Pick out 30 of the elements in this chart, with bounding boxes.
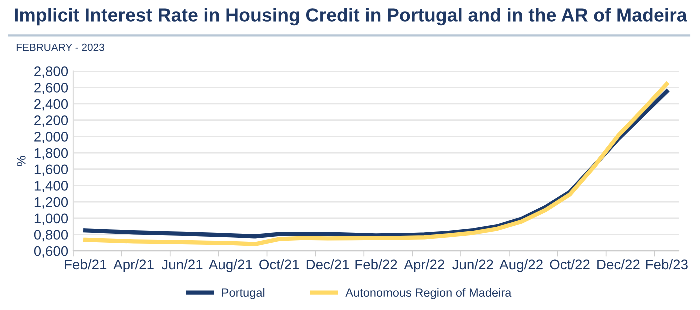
x-tick-label: Oct/22 bbox=[550, 259, 590, 270]
legend-label: Autonomous Region of Madeira bbox=[346, 288, 512, 300]
y-tick-label: 2,000 bbox=[34, 132, 68, 144]
legend-label: Portugal bbox=[222, 288, 265, 300]
x-tick-label: Aug/21 bbox=[208, 259, 252, 272]
y-tick-label: 2,400 bbox=[34, 99, 68, 111]
x-tick-label: Jun/21 bbox=[162, 259, 203, 270]
y-tick-label: 2,200 bbox=[34, 116, 68, 128]
x-tick-label: Dec/22 bbox=[598, 259, 640, 270]
y-tick-label: 1,200 bbox=[34, 197, 68, 209]
x-tick-label: Oct/21 bbox=[260, 259, 300, 270]
y-tick-label: 1,600 bbox=[34, 164, 68, 176]
x-tick-label: Apr/21 bbox=[114, 259, 154, 272]
y-axis-title: % bbox=[17, 156, 26, 166]
y-tick-label: 2,800 bbox=[34, 66, 68, 78]
y-tick-label: 1,800 bbox=[34, 148, 68, 160]
x-tick-label: Aug/22 bbox=[500, 259, 543, 272]
chart-title: Implicit Interest Rate in Housing Credit in Portugal and in the AR of Madeira bbox=[15, 8, 688, 26]
y-tick-label: 0,600 bbox=[34, 246, 68, 258]
chart-subtitle: FEBRUARY - 2023 bbox=[16, 44, 104, 52]
y-tick-label: 2,600 bbox=[34, 82, 68, 94]
y-tick-label: 1,400 bbox=[34, 181, 68, 193]
x-tick-label: Apr/22 bbox=[404, 259, 444, 272]
x-tick-label: Feb/21 bbox=[65, 259, 107, 270]
x-tick-label: Feb/23 bbox=[646, 259, 688, 270]
x-tick-label: Jun/22 bbox=[452, 259, 494, 270]
x-tick-label: Dec/21 bbox=[306, 259, 350, 270]
y-tick-label: 0,800 bbox=[34, 230, 68, 242]
x-tick-label: Feb/22 bbox=[356, 259, 398, 270]
y-tick-label: 1,000 bbox=[34, 214, 68, 226]
